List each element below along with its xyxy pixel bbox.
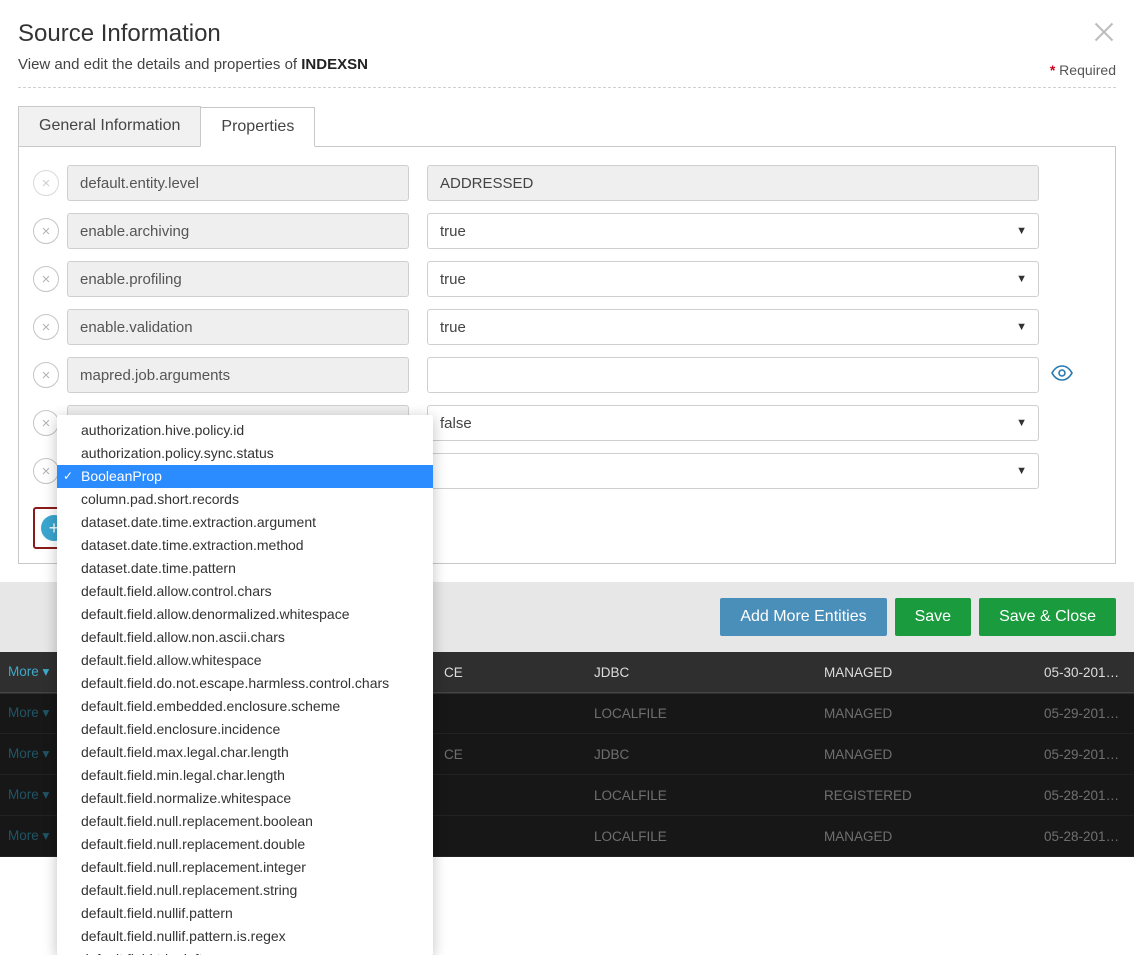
dropdown-option[interactable]: default.field.embedded.enclosure.scheme	[57, 695, 433, 718]
remove-property-button[interactable]: ×	[33, 218, 59, 244]
dropdown-option[interactable]: dataset.date.time.extraction.argument	[57, 511, 433, 534]
cell: CE	[438, 665, 588, 680]
remove-property-button[interactable]: ×	[33, 266, 59, 292]
property-value-select[interactable]	[427, 213, 1039, 249]
dropdown-option[interactable]: default.field.allow.whitespace	[57, 649, 433, 672]
property-value-select[interactable]	[427, 453, 1039, 489]
dropdown-option[interactable]: authorization.hive.policy.id	[57, 419, 433, 442]
property-value-select[interactable]	[427, 405, 1039, 441]
divider	[18, 87, 1116, 88]
dropdown-option[interactable]: default.field.nullif.pattern.is.regex	[57, 925, 433, 948]
dropdown-option[interactable]: default.field.null.replacement.double	[57, 833, 433, 856]
required-indicator: * Required	[1050, 62, 1116, 78]
cell: MANAGED	[818, 747, 1038, 762]
save-and-close-button[interactable]: Save & Close	[979, 598, 1116, 636]
cell: MANAGED	[818, 829, 1038, 844]
property-row: ×▼	[33, 213, 1101, 249]
cell: JDBC	[588, 665, 818, 680]
row-more-menu[interactable]: More ▾	[8, 746, 58, 762]
remove-property-button[interactable]: ×	[33, 362, 59, 388]
property-key-input[interactable]	[67, 357, 409, 393]
cell: 05-29-2018 04:0	[1038, 747, 1126, 762]
dropdown-option[interactable]: default.field.enclosure.incidence	[57, 718, 433, 741]
property-row: ×▼	[33, 261, 1101, 297]
cell: 05-28-2018 06:0	[1038, 788, 1126, 803]
remove-property-button[interactable]: ×	[33, 410, 59, 436]
cell: REGISTERED	[818, 788, 1038, 803]
cell: MANAGED	[818, 706, 1038, 721]
cell: JDBC	[588, 747, 818, 762]
property-key-dropdown[interactable]: authorization.hive.policy.idauthorizatio…	[57, 415, 433, 955]
row-more-menu[interactable]: More ▾	[8, 664, 58, 680]
cell: LOCALFILE	[588, 706, 818, 721]
remove-property-button: ×	[33, 170, 59, 196]
property-value-input[interactable]	[427, 357, 1039, 393]
row-more-menu[interactable]: More ▾	[8, 705, 58, 721]
property-row: ×	[33, 357, 1101, 393]
dropdown-option[interactable]: default.field.null.replacement.integer	[57, 856, 433, 879]
dropdown-option[interactable]: default.field.nullif.pattern	[57, 902, 433, 925]
tab-bar: General Information Properties	[18, 106, 1116, 147]
property-row: ×▼	[33, 309, 1101, 345]
remove-property-button[interactable]: ×	[33, 314, 59, 340]
dropdown-option[interactable]: column.pad.short.records	[57, 488, 433, 511]
dropdown-option[interactable]: dataset.date.time.extraction.method	[57, 534, 433, 557]
property-row: ×	[33, 165, 1101, 201]
modal-header: Source Information View and edit the det…	[18, 20, 1116, 73]
dropdown-option[interactable]: default.field.null.replacement.string	[57, 879, 433, 902]
dropdown-option[interactable]: dataset.date.time.pattern	[57, 557, 433, 580]
cell: 05-28-2018 05:2	[1038, 829, 1126, 844]
dropdown-option[interactable]: default.field.trim.left	[57, 948, 433, 955]
property-key-input[interactable]	[67, 261, 409, 297]
cell: 05-30-2018 06:5	[1038, 665, 1126, 680]
tab-properties[interactable]: Properties	[200, 107, 315, 147]
remove-property-button[interactable]: ×	[33, 458, 59, 484]
row-more-menu[interactable]: More ▾	[8, 787, 58, 803]
tab-general[interactable]: General Information	[18, 106, 201, 146]
dropdown-option[interactable]: default.field.min.legal.char.length	[57, 764, 433, 787]
add-more-entities-button[interactable]: Add More Entities	[720, 598, 886, 636]
property-value-select[interactable]	[427, 261, 1039, 297]
save-button[interactable]: Save	[895, 598, 971, 636]
modal-subtitle: View and edit the details and properties…	[18, 56, 1116, 73]
dropdown-option[interactable]: default.field.allow.denormalized.whitesp…	[57, 603, 433, 626]
cell: MANAGED	[818, 665, 1038, 680]
property-key-input[interactable]	[67, 309, 409, 345]
dropdown-option[interactable]: default.field.normalize.whitespace	[57, 787, 433, 810]
property-key-input[interactable]	[67, 165, 409, 201]
cell: 05-29-2018 14:0	[1038, 706, 1126, 721]
dropdown-option[interactable]: default.field.null.replacement.boolean	[57, 810, 433, 833]
reveal-icon[interactable]	[1051, 365, 1073, 385]
dropdown-option[interactable]: BooleanProp	[57, 465, 433, 488]
cell: CE	[438, 747, 588, 762]
property-value-select[interactable]	[427, 309, 1039, 345]
property-value-input	[427, 165, 1039, 201]
property-key-input[interactable]	[67, 213, 409, 249]
close-icon[interactable]	[1092, 20, 1116, 44]
cell: LOCALFILE	[588, 829, 818, 844]
dropdown-option[interactable]: default.field.allow.non.ascii.chars	[57, 626, 433, 649]
row-more-menu[interactable]: More ▾	[8, 828, 58, 844]
cell: LOCALFILE	[588, 788, 818, 803]
modal-title: Source Information	[18, 20, 1116, 48]
dropdown-option[interactable]: default.field.max.legal.char.length	[57, 741, 433, 764]
dropdown-option[interactable]: default.field.do.not.escape.harmless.con…	[57, 672, 433, 695]
dropdown-option[interactable]: authorization.policy.sync.status	[57, 442, 433, 465]
required-star-icon: *	[1050, 62, 1055, 78]
dropdown-option[interactable]: default.field.allow.control.chars	[57, 580, 433, 603]
